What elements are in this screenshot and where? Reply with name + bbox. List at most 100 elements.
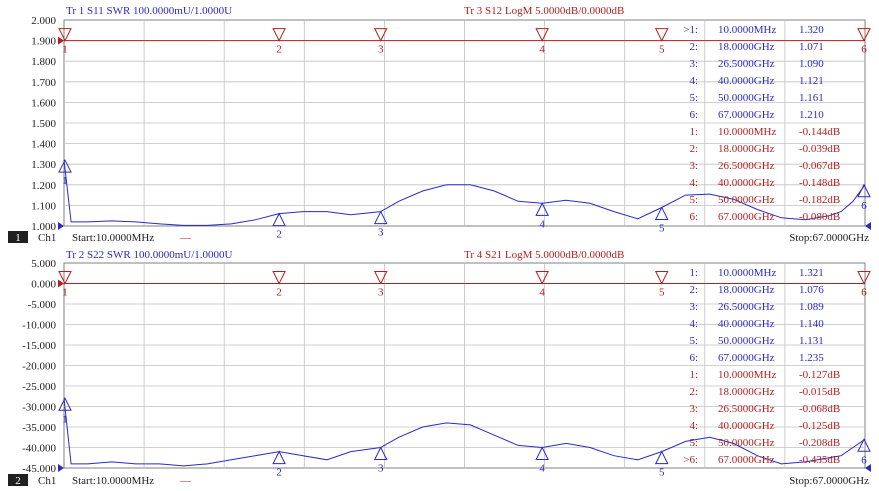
readout-red-value: -0.080dB xyxy=(799,211,840,223)
reference-marker-red xyxy=(58,36,64,45)
readout-red-symbol: 3: xyxy=(689,160,698,172)
stop-frequency: Stop:67.0000GHz xyxy=(789,232,869,244)
marker-red-2 xyxy=(272,28,286,42)
readout-blue-frequency: 50.0000GHz xyxy=(718,335,775,347)
y-tick-label: -10.000 xyxy=(22,320,56,332)
reference-marker-blue-right xyxy=(865,222,871,230)
y-tick-label: 1.100 xyxy=(31,200,56,212)
marker-blue-5 xyxy=(654,450,669,465)
y-tick-label: 1.500 xyxy=(31,118,56,130)
readout-blue-symbol: 6: xyxy=(689,109,698,121)
readout-blue-value: 1.131 xyxy=(799,335,824,347)
readout-red-symbol: 2: xyxy=(689,386,698,398)
marker-blue-number: 1 xyxy=(62,413,68,425)
marker-blue-4 xyxy=(535,446,549,460)
marker-red-number: 2 xyxy=(276,44,282,56)
reference-marker-blue xyxy=(58,464,64,472)
channel-dash: — xyxy=(179,475,192,487)
channel-label: Ch1 xyxy=(38,475,56,487)
channel-number: 1 xyxy=(15,232,21,244)
y-tick-label: -30.000 xyxy=(22,402,56,414)
y-tick-label: -25.000 xyxy=(22,381,56,393)
readout-blue-value: 1.076 xyxy=(799,284,824,296)
readout-red-value: -0.068dB xyxy=(799,403,840,415)
readout-red-symbol: 4: xyxy=(689,420,698,432)
readout-red-symbol: 5: xyxy=(689,194,698,206)
readout-blue-symbol: 6: xyxy=(689,352,698,364)
readout-blue-frequency: 18.0000GHz xyxy=(718,284,775,296)
marker-red-number: 5 xyxy=(659,287,665,299)
readout-red-symbol: 4: xyxy=(689,177,698,189)
stop-frequency: Stop:67.0000GHz xyxy=(789,475,869,487)
chart-panel-1: 2.000 1.900 1.800 1.700 1.600 1.500 1.400 1.300… xyxy=(8,5,871,244)
readout-red-value: -0.144dB xyxy=(799,126,840,138)
y-tick-label: 1.700 xyxy=(31,77,56,89)
y-tick-label: 1.000 xyxy=(31,221,56,233)
readout-red-frequency: 18.0000GHz xyxy=(718,386,775,398)
readout-red-frequency: 50.0000GHz xyxy=(718,194,775,206)
marker-blue-number: 2 xyxy=(276,229,282,241)
readout-blue-value: 1.321 xyxy=(799,267,824,279)
readout-red-frequency: 67.0000GHz xyxy=(718,454,775,466)
readout-red-frequency: 67.0000GHz xyxy=(718,211,775,223)
readout-red-symbol: 3: xyxy=(689,403,698,415)
readout-blue-symbol: 2: xyxy=(689,284,698,296)
readout-red-frequency: 50.0000GHz xyxy=(718,437,775,449)
readout-red-value: -0.125dB xyxy=(799,420,840,432)
readout-blue-value: 1.235 xyxy=(799,352,824,364)
readout-red-value: -0.039dB xyxy=(799,143,840,155)
readout-red-value: -0.182dB xyxy=(799,194,840,206)
readout-red-frequency: 10.0000MHz xyxy=(718,369,776,381)
marker-blue-number: 6 xyxy=(861,454,867,466)
readout-blue-frequency: 18.0000GHz xyxy=(718,41,775,53)
marker-red-6 xyxy=(857,271,871,285)
y-tick-label: 1.600 xyxy=(31,97,56,109)
readout-blue-symbol: 1: xyxy=(689,267,698,279)
readout-red-frequency: 10.0000MHz xyxy=(718,126,776,138)
y-tick-label: -40.000 xyxy=(22,443,56,455)
trace-header-2: Tr 4 S21 LogM 5.0000dB/0.0000dB xyxy=(464,249,624,261)
readout-blue-value: 1.090 xyxy=(799,58,824,70)
readout-blue-value: 1.071 xyxy=(799,41,824,53)
readout-blue-symbol: 4: xyxy=(689,318,698,330)
readout-blue-value: 1.161 xyxy=(799,92,824,104)
marker-blue-6 xyxy=(857,183,871,198)
y-tick-label: -15.000 xyxy=(22,340,56,352)
readout-blue-symbol: 5: xyxy=(689,335,698,347)
readout-blue-frequency: 67.0000GHz xyxy=(718,352,775,364)
marker-red-number: 4 xyxy=(539,287,545,299)
readout-blue-value: 1.089 xyxy=(799,301,824,313)
readout-blue-frequency: 40.0000GHz xyxy=(718,75,775,87)
marker-blue-3 xyxy=(373,446,388,460)
marker-red-3 xyxy=(373,271,388,285)
marker-blue-1 xyxy=(58,158,72,173)
readout-red-value: -0.208dB xyxy=(799,437,840,449)
y-tick-label: -5.000 xyxy=(28,299,57,311)
marker-red-2 xyxy=(272,271,286,285)
marker-red-number: 6 xyxy=(861,44,867,56)
trace-header-1: Tr 2 S22 SWR 100.0000mU/1.0000U xyxy=(66,249,233,261)
readout-blue-frequency: 50.0000GHz xyxy=(718,92,775,104)
marker-blue-6 xyxy=(857,438,871,452)
marker-red-number: 2 xyxy=(276,287,282,299)
marker-red-1 xyxy=(58,28,72,42)
readout-red-symbol: 5: xyxy=(689,437,698,449)
marker-red-5 xyxy=(654,28,669,42)
marker-blue-number: 2 xyxy=(276,467,282,479)
readout-blue-value: 1.320 xyxy=(799,24,824,36)
y-tick-label: 1.300 xyxy=(31,159,56,171)
start-frequency: Start:10.0000MHz xyxy=(72,232,154,244)
marker-red-number: 5 xyxy=(659,44,665,56)
marker-blue-number: 3 xyxy=(378,227,384,239)
channel-label: Ch1 xyxy=(38,232,56,244)
marker-red-number: 4 xyxy=(539,44,545,56)
marker-red-3 xyxy=(373,28,388,42)
marker-red-number: 6 xyxy=(861,287,867,299)
y-tick-label: 1.200 xyxy=(31,180,56,192)
readout-red-symbol: 6: xyxy=(689,211,698,223)
readout-red-frequency: 40.0000GHz xyxy=(718,420,775,432)
readout-blue-frequency: 26.5000GHz xyxy=(718,58,775,70)
marker-red-5 xyxy=(654,271,669,285)
readout-red-symbol: 1: xyxy=(689,369,698,381)
